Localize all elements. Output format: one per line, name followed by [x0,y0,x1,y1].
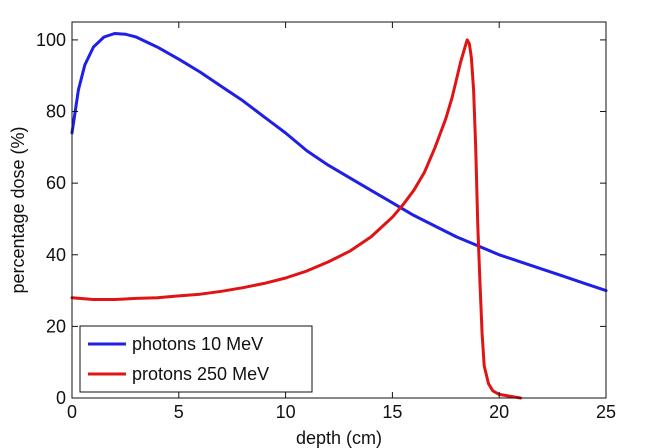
axis-ticks [71,22,607,399]
axis-tick-labels: 0 5 10 15 20 25 0 20 40 60 80 100 [36,30,616,422]
y-tick-label: 80 [46,102,66,122]
series-line-photons [70,32,608,293]
x-tick-label: 15 [382,402,402,422]
x-tick-label: 25 [596,402,616,422]
x-tick-label: 10 [276,402,296,422]
x-tick-label: 20 [489,402,509,422]
x-axis-label: depth (cm) [296,428,382,448]
plot-series [70,32,608,400]
legend-label-photons: photons 10 MeV [132,334,263,354]
y-tick-label: 60 [46,173,66,193]
y-tick-label: 40 [46,245,66,265]
y-tick-label: 20 [46,316,66,336]
legend: photons 10 MeV protons 250 MeV [79,325,313,393]
plot-area-frame [71,21,607,399]
x-tick-label: 0 [67,402,77,422]
y-tick-label: 0 [56,388,66,408]
legend-box [79,325,313,393]
legend-label-protons: protons 250 MeV [132,364,269,384]
y-tick-label: 100 [36,30,66,50]
series-line-protons [70,38,523,400]
y-axis-label: percentage dose (%) [8,126,28,293]
x-tick-label: 5 [174,402,184,422]
